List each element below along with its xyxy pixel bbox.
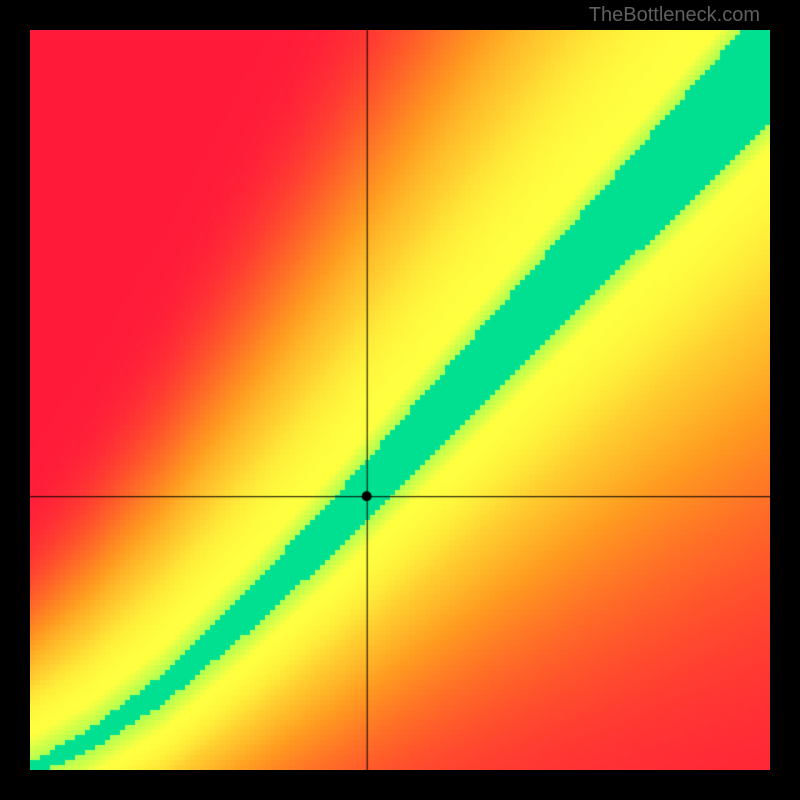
watermark-text: TheBottleneck.com: [589, 4, 760, 27]
bottleneck-heatmap: [30, 30, 770, 770]
heatmap-canvas: [30, 30, 770, 770]
